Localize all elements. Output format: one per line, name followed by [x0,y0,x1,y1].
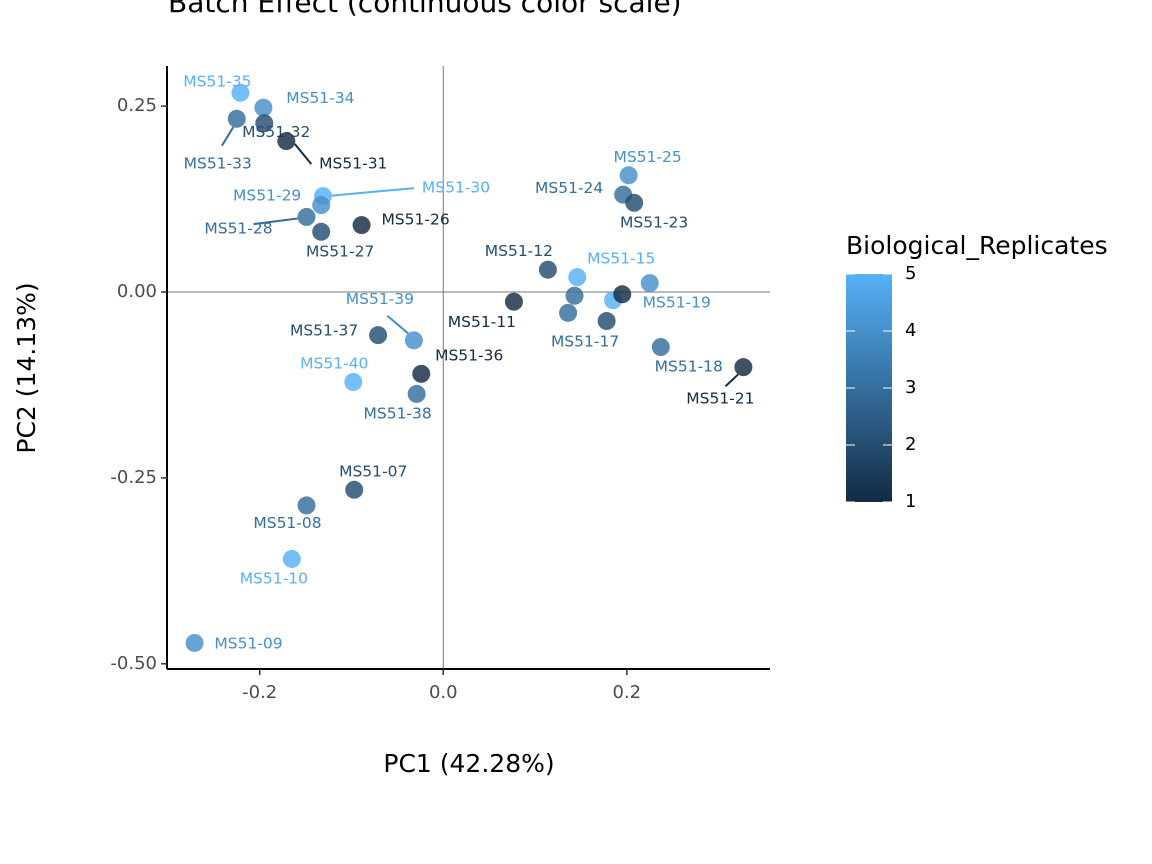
point-label: MS51-15 [587,250,655,268]
leader-line [221,126,235,147]
point-label: MS51-26 [381,211,449,229]
y-tick-label: -0.50 [110,653,157,674]
point [312,196,331,215]
point-label: MS51-11 [448,313,516,331]
point-label: MS51-32 [242,123,310,141]
point [344,372,363,391]
point [538,260,557,279]
point [412,364,431,383]
x-tick-label: 0.2 [613,682,642,703]
point-label: MS51-25 [614,148,682,166]
point [185,633,204,652]
point-label: MS51-10 [240,569,308,587]
point-label: MS51-27 [306,242,374,260]
leader-line [331,187,415,197]
point [640,274,659,293]
point-label: MS51-39 [346,290,414,308]
colorbar-label: 2 [905,434,916,455]
point [277,132,296,151]
point-label: MS51-28 [204,219,272,237]
point [619,166,638,185]
point [597,312,616,331]
colorbar-label: 5 [905,263,916,284]
y-tick-label: -0.25 [110,467,157,488]
y-axis-title: PC2 (14.13%) [12,282,41,453]
point-label: MS51-23 [620,213,688,231]
point [407,384,426,403]
point-label: MS51-35 [183,72,251,90]
y-tick-label: 0.00 [117,281,157,302]
point-label: MS51-31 [319,155,387,173]
point [255,114,274,133]
point [651,338,670,357]
x-tick-label: -0.2 [242,682,277,703]
point-label: MS51-30 [422,179,490,197]
point [297,496,316,515]
point-label: MS51-12 [485,242,553,260]
point-label: MS51-18 [655,358,723,376]
point [369,326,388,345]
point [404,331,423,350]
point [282,549,301,568]
colorbar-label: 3 [905,377,916,398]
leader-line [724,373,739,388]
x-tick-label: 0.0 [429,682,458,703]
chart-title: Batch Effect (continuous color scale) [168,0,682,19]
point [227,109,246,128]
leader-line [294,143,313,165]
point [613,285,632,304]
point [352,216,371,235]
point [254,98,273,117]
point-label: MS51-33 [184,154,252,172]
legend-title: Biological_Replicates [846,231,1108,260]
point-label: MS51-17 [551,332,619,350]
point [568,268,587,287]
point [565,286,584,305]
x-axis-title: PC1 (42.28%) [383,749,554,778]
point-label: MS51-08 [253,514,321,532]
leader-line [386,314,409,335]
point-label: MS51-36 [435,346,503,364]
point [734,358,753,377]
point [297,207,316,226]
point [625,193,644,212]
point [231,83,250,102]
point-label: MS51-21 [686,390,754,408]
y-tick-label: 0.25 [117,95,157,116]
point [559,303,578,322]
point-label: MS51-37 [290,322,358,340]
point-label: MS51-07 [339,462,407,480]
point-label: MS51-29 [233,187,301,205]
colorbar-label: 1 [905,491,916,512]
colorbar-label: 4 [905,320,916,341]
point-label: MS51-24 [535,179,603,197]
point-label: MS51-34 [286,89,354,107]
point [504,292,523,311]
point-label: MS51-38 [364,404,432,422]
point [345,480,364,499]
point [312,222,331,241]
point-label: MS51-09 [214,634,282,652]
point-label: MS51-19 [643,294,711,312]
point-label: MS51-40 [300,354,368,372]
leader-line [253,217,298,226]
